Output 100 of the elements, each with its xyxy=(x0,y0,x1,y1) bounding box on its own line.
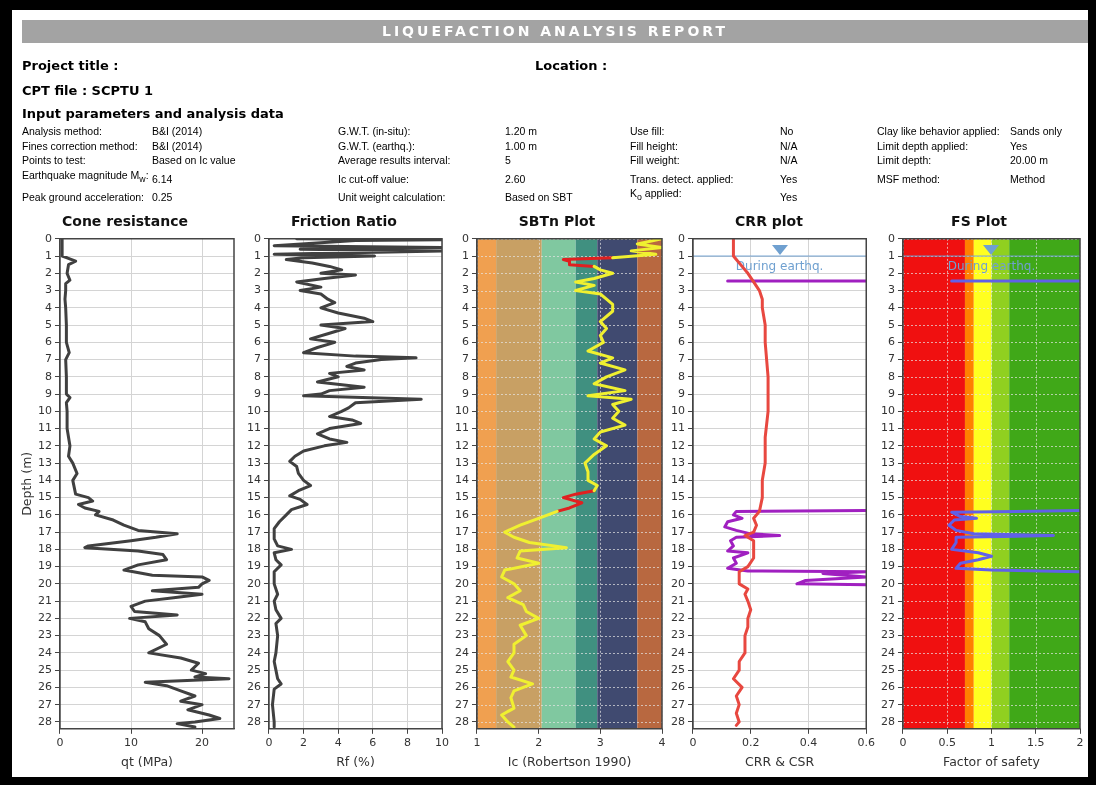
y-tick-label: 16 xyxy=(671,507,685,521)
x-tick-label: 0.2 xyxy=(742,736,760,750)
chart-title: CRR plot xyxy=(735,213,804,230)
y-tick-label: 5 xyxy=(254,317,261,331)
y-tick-label: 27 xyxy=(671,697,685,711)
y-tick-label: 28 xyxy=(455,714,469,728)
y-tick-label: 18 xyxy=(881,542,895,556)
y-tick-label: 15 xyxy=(38,490,52,504)
y-tick-label: 27 xyxy=(881,697,895,711)
text: N/A xyxy=(780,153,799,168)
y-tick-label: 8 xyxy=(888,369,895,383)
y-tick-label: 15 xyxy=(455,490,469,504)
y-tick-label: 8 xyxy=(462,369,469,383)
y-tick-label: 20 xyxy=(671,576,685,590)
text: Based on SBT xyxy=(505,190,574,205)
text: MSF method: xyxy=(877,171,942,187)
y-tick-label: 24 xyxy=(881,645,895,659)
y-tick-label: 9 xyxy=(254,386,261,400)
x-tick-label: 10 xyxy=(124,736,139,750)
x-tick-label: 1 xyxy=(473,736,481,750)
x-tick-label: 0.5 xyxy=(938,736,956,750)
x-tick-label: 1.5 xyxy=(1027,736,1045,750)
y-tick-label: 28 xyxy=(881,714,895,728)
y-tick-label: 23 xyxy=(455,628,469,642)
x-tick-label: 2 xyxy=(535,736,543,750)
text: Ic cut-off value: xyxy=(338,171,410,187)
y-tick-label: 2 xyxy=(254,266,261,280)
y-tick-label: 13 xyxy=(247,455,261,469)
x-tick-label: 6 xyxy=(369,736,377,750)
y-tick-label: 12 xyxy=(671,438,685,452)
y-tick-label: 3 xyxy=(462,283,469,297)
text: Clay like behavior applied: xyxy=(877,124,1001,139)
text: B&I (2014) xyxy=(152,124,204,139)
y-tick-label: 9 xyxy=(462,386,469,400)
y-tick-label: 15 xyxy=(671,490,685,504)
y-tick-label: 17 xyxy=(671,524,685,538)
y-tick-label: 4 xyxy=(45,300,52,314)
y-tick-label: 21 xyxy=(247,593,261,607)
y-tick-label: 25 xyxy=(247,663,261,676)
y-tick-label: 18 xyxy=(671,542,685,556)
y-tick-label: 11 xyxy=(38,421,52,435)
text: Points to test: xyxy=(22,153,87,168)
text: Trans. detect. applied: xyxy=(630,171,735,187)
y-tick-label: 20 xyxy=(247,576,261,590)
x-tick-label: 8 xyxy=(403,736,411,750)
y-tick-label: 7 xyxy=(888,352,895,366)
text: Use fill: xyxy=(630,124,666,139)
y-tick-label: 6 xyxy=(462,335,469,349)
y-tick-label: 13 xyxy=(671,455,685,469)
y-tick-label: 5 xyxy=(462,317,469,331)
text: 6.14 xyxy=(152,171,174,187)
y-tick-label: 5 xyxy=(45,317,52,331)
text: Limit depth: xyxy=(877,153,933,168)
y-tick-label: 26 xyxy=(38,680,52,694)
y-tick-label: 27 xyxy=(455,697,469,711)
y-tick-label: 26 xyxy=(247,680,261,694)
y-tick-label: 1 xyxy=(462,248,469,262)
y-tick-label: 3 xyxy=(45,283,52,297)
y-tick-label: 19 xyxy=(455,559,469,573)
text: 0.25 xyxy=(152,190,174,205)
x-tick-label: 3 xyxy=(596,736,604,750)
y-tick-label: 26 xyxy=(455,680,469,694)
y-tick-label: 23 xyxy=(38,628,52,642)
y-tick-label: 23 xyxy=(671,628,685,642)
y-tick-label: 23 xyxy=(881,628,895,642)
y-tick-label: 16 xyxy=(38,507,52,521)
x-tick-label: 0.4 xyxy=(799,736,818,750)
y-tick-label: 28 xyxy=(38,714,52,728)
x-tick-label: 10 xyxy=(435,736,449,750)
y-tick-label: 6 xyxy=(45,335,52,349)
y-tick-label: 24 xyxy=(247,645,261,659)
y-tick-label: 16 xyxy=(455,507,469,521)
x-tick-label: 2 xyxy=(1076,736,1084,750)
y-tick-label: 8 xyxy=(254,369,261,383)
y-tick-label: 22 xyxy=(455,611,469,625)
y-tick-label: 4 xyxy=(462,300,469,314)
y-tick-label: 22 xyxy=(247,611,261,625)
y-tick-label: 19 xyxy=(881,559,895,573)
y-tick-label: 11 xyxy=(881,421,895,435)
text: N/A xyxy=(780,138,799,153)
y-tick-label: 11 xyxy=(671,421,685,435)
text: Project title : xyxy=(22,58,119,73)
y-tick-label: 10 xyxy=(38,404,52,418)
y-tick-label: 4 xyxy=(678,300,685,314)
y-tick-label: 13 xyxy=(38,455,52,469)
y-tick-label: 25 xyxy=(455,663,469,676)
text: Based on Ic value xyxy=(152,153,237,168)
y-tick-label: 25 xyxy=(881,663,895,676)
x-axis-title: qt (MPa) xyxy=(121,753,173,769)
y-tick-label: 28 xyxy=(671,714,685,728)
y-tick-label: 20 xyxy=(38,576,52,590)
y-tick-label: 20 xyxy=(881,576,895,590)
x-tick-label: 2 xyxy=(300,736,308,750)
y-tick-label: 1 xyxy=(888,248,895,262)
x-tick-label: 0.6 xyxy=(857,736,875,750)
x-tick-label: 1 xyxy=(988,736,995,750)
y-tick-label: 21 xyxy=(455,593,469,607)
y-tick-label: 0 xyxy=(678,231,685,245)
y-tick-label: 8 xyxy=(678,369,685,383)
y-tick-label: 5 xyxy=(678,317,685,331)
